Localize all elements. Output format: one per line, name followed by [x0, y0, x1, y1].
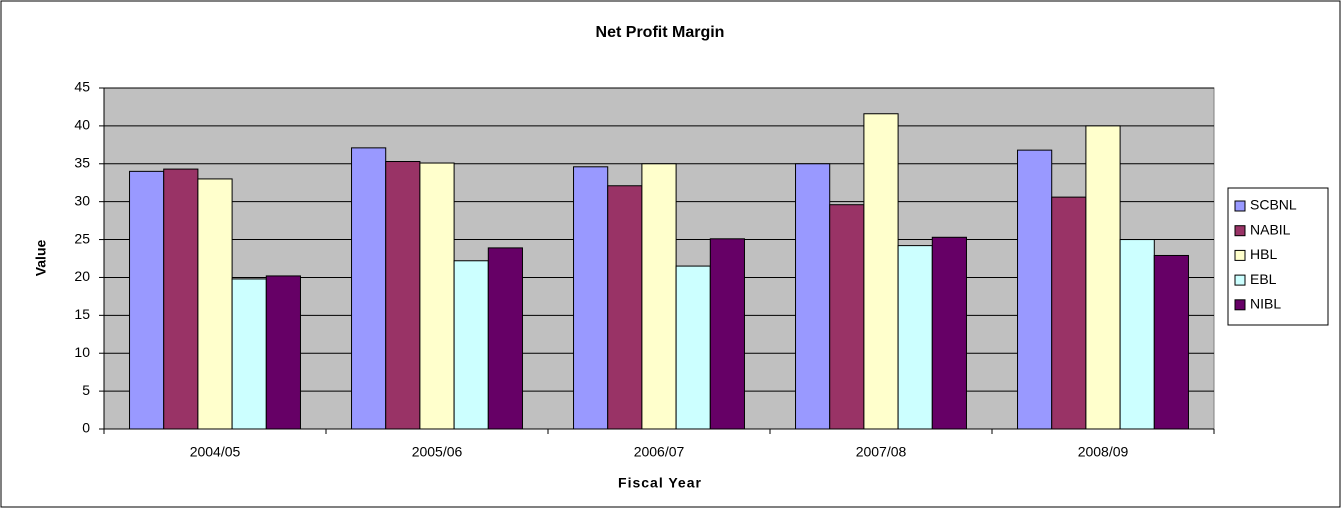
- x-tick-label: 2008/09: [1078, 444, 1129, 460]
- bar: [487, 247, 523, 430]
- bar: [419, 162, 455, 430]
- y-tick-label: 5: [82, 382, 90, 398]
- bar: [607, 185, 643, 430]
- bar: [573, 166, 609, 430]
- chart-title: Net Profit Margin: [596, 24, 725, 41]
- legend-label: NIBL: [1250, 296, 1281, 312]
- legend-swatch: [1234, 200, 1246, 212]
- bar: [1119, 239, 1155, 430]
- y-tick-label: 30: [74, 192, 90, 208]
- bar: [1017, 149, 1053, 430]
- bar: [931, 236, 967, 430]
- bar: [675, 265, 711, 430]
- x-tick-label: 2005/06: [412, 444, 463, 460]
- legend-label: EBL: [1250, 271, 1277, 287]
- y-tick-label: 25: [74, 230, 90, 246]
- bar: [641, 163, 677, 430]
- legend-label: SCBNL: [1250, 197, 1297, 213]
- bar: [265, 275, 301, 430]
- bar: [163, 168, 199, 430]
- bar: [197, 178, 233, 430]
- y-tick-label: 10: [74, 344, 90, 360]
- x-tick-label: 2007/08: [856, 444, 907, 460]
- legend-label: HBL: [1250, 246, 1277, 262]
- bar: [129, 170, 165, 430]
- bar: [385, 161, 421, 430]
- x-tick-label: 2004/05: [190, 444, 241, 460]
- bar: [863, 113, 899, 430]
- bar: [709, 238, 745, 430]
- y-tick-label: 20: [74, 268, 90, 284]
- x-axis-label: Fiscal Year: [618, 475, 702, 491]
- bar: [1085, 125, 1121, 430]
- bar: [231, 278, 267, 430]
- x-tick-label: 2006/07: [634, 444, 685, 460]
- y-tick-label: 45: [74, 79, 90, 95]
- bar: [897, 245, 933, 430]
- y-tick-label: 40: [74, 117, 90, 133]
- legend-swatch: [1234, 249, 1246, 261]
- y-axis-label: Value: [33, 240, 49, 277]
- legend-label: NABIL: [1250, 221, 1291, 237]
- legend-swatch: [1234, 225, 1246, 237]
- bar: [829, 204, 865, 430]
- bar: [795, 163, 831, 430]
- legend-swatch: [1234, 274, 1246, 286]
- y-tick-label: 15: [74, 306, 90, 322]
- bar: [1051, 196, 1087, 430]
- bar: [1153, 254, 1189, 430]
- legend-swatch: [1234, 299, 1246, 311]
- y-tick-label: 35: [74, 154, 90, 170]
- bar: [351, 147, 387, 430]
- y-tick-label: 0: [82, 420, 90, 436]
- bar: [453, 260, 489, 430]
